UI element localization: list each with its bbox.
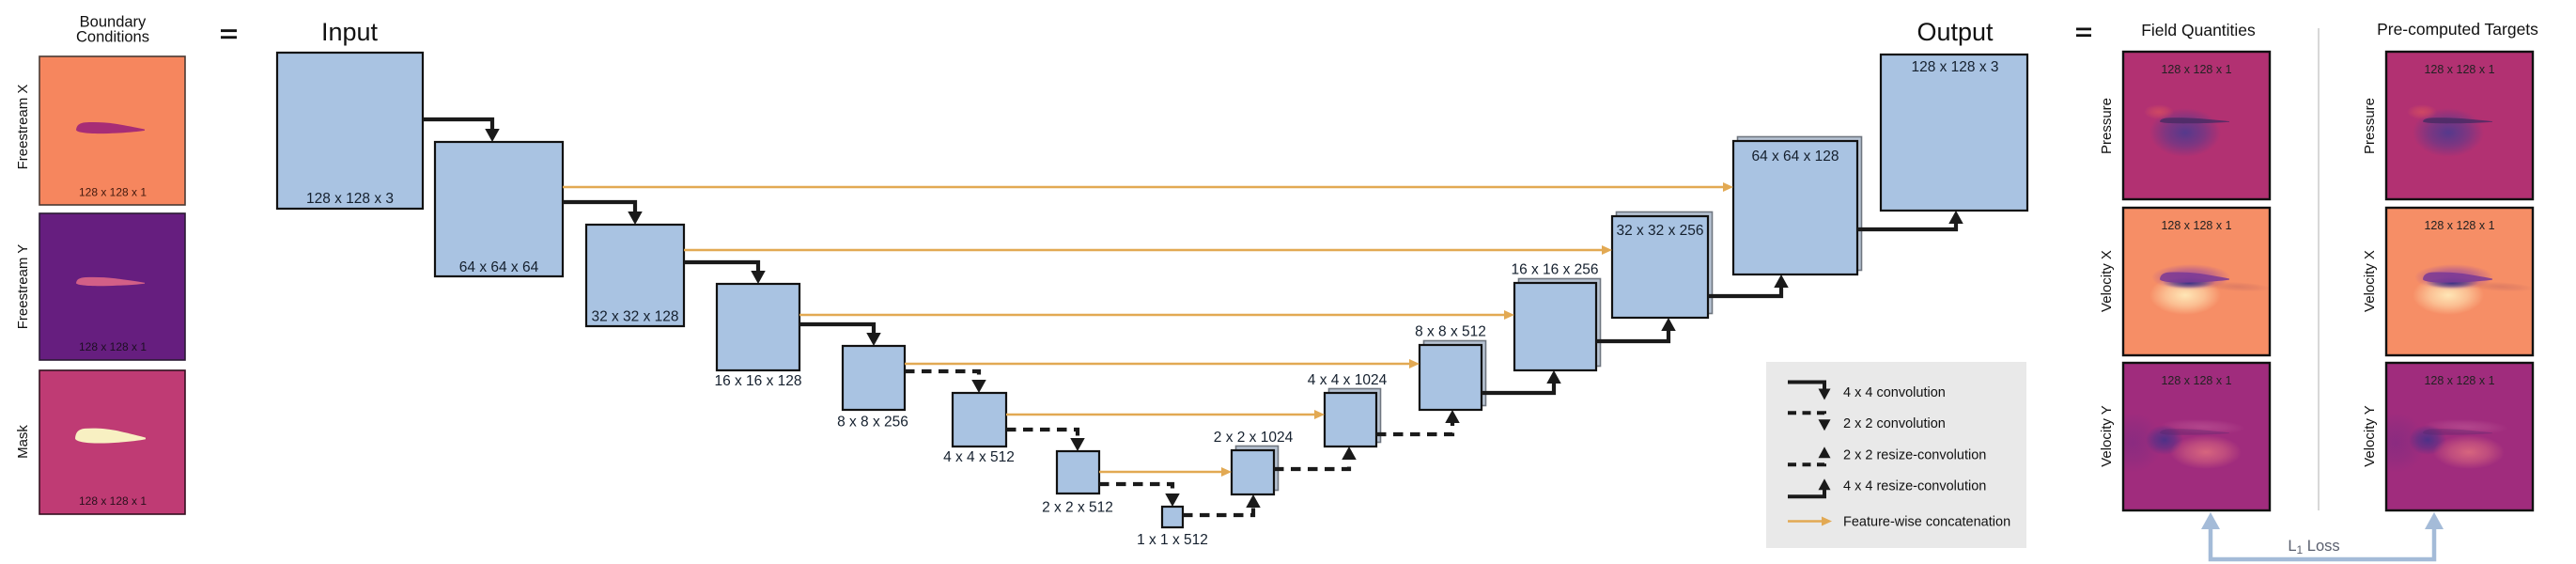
svg-text:4 x 4 x 512: 4 x 4 x 512 bbox=[943, 449, 1015, 465]
svg-text:128 x 128 x 1: 128 x 128 x 1 bbox=[2424, 63, 2494, 76]
svg-text:Pressure: Pressure bbox=[2099, 98, 2115, 154]
svg-text:Output: Output bbox=[1916, 18, 1994, 46]
svg-text:Pre-computed Targets: Pre-computed Targets bbox=[2377, 20, 2538, 39]
svg-text:128 x 128 x 1: 128 x 128 x 1 bbox=[79, 186, 147, 199]
svg-text:4 x 4 resize-convolution: 4 x 4 resize-convolution bbox=[1843, 479, 1986, 494]
svg-text:32 x 32 x 256: 32 x 32 x 256 bbox=[1616, 223, 1703, 239]
svg-text:Velocity X: Velocity X bbox=[2099, 250, 2115, 312]
svg-text:2 x 2 resize-convolution: 2 x 2 resize-convolution bbox=[1843, 448, 1986, 463]
svg-text:16 x 16 x 128: 16 x 16 x 128 bbox=[714, 373, 801, 389]
svg-text:2 x 2 x 1024: 2 x 2 x 1024 bbox=[1214, 430, 1294, 446]
svg-text:Velocity Y: Velocity Y bbox=[2099, 405, 2115, 467]
svg-text:1 x 1 x 512: 1 x 1 x 512 bbox=[1137, 532, 1208, 548]
svg-text:128 x 128 x 1: 128 x 128 x 1 bbox=[2161, 219, 2231, 232]
svg-text:32 x 32 x 128: 32 x 32 x 128 bbox=[591, 309, 678, 325]
svg-text:128 x 128 x 1: 128 x 128 x 1 bbox=[2161, 374, 2231, 387]
svg-text:2 x 2 convolution: 2 x 2 convolution bbox=[1843, 416, 1946, 431]
svg-text:128 x 128 x 3: 128 x 128 x 3 bbox=[306, 191, 394, 207]
svg-text:128 x 128 x 1: 128 x 128 x 1 bbox=[79, 340, 147, 353]
svg-text:Velocity Y: Velocity Y bbox=[2362, 405, 2378, 467]
svg-text:128 x 128 x 3: 128 x 128 x 3 bbox=[1911, 59, 1998, 75]
svg-text:4 x 4 convolution: 4 x 4 convolution bbox=[1843, 385, 1946, 400]
svg-text:128 x 128 x 1: 128 x 128 x 1 bbox=[2424, 374, 2494, 387]
svg-text:64 x 64 x 128: 64 x 64 x 128 bbox=[1751, 149, 1839, 164]
svg-text:L1 Loss: L1 Loss bbox=[2288, 538, 2339, 556]
svg-text:128 x 128 x 1: 128 x 128 x 1 bbox=[2161, 63, 2231, 76]
svg-text:2 x 2 x 512: 2 x 2 x 512 bbox=[1042, 500, 1113, 516]
svg-text:Velocity X: Velocity X bbox=[2362, 250, 2378, 312]
svg-text:Field Quantities: Field Quantities bbox=[2141, 21, 2256, 39]
svg-text:Feature-wise concatenation: Feature-wise concatenation bbox=[1843, 515, 2010, 530]
svg-text:16 x 16 x 256: 16 x 16 x 256 bbox=[1511, 262, 1598, 278]
svg-text:Pressure: Pressure bbox=[2362, 98, 2378, 154]
svg-text:64 x 64 x 64: 64 x 64 x 64 bbox=[459, 259, 539, 275]
svg-text:128 x 128 x 1: 128 x 128 x 1 bbox=[79, 494, 147, 508]
svg-text:Mask: Mask bbox=[15, 425, 31, 459]
svg-text:Freestream X: Freestream X bbox=[15, 85, 31, 170]
svg-text:Boundary: Boundary bbox=[80, 14, 147, 31]
svg-text:4 x 4 x 1024: 4 x 4 x 1024 bbox=[1308, 372, 1388, 388]
svg-text:8 x 8 x 256: 8 x 8 x 256 bbox=[837, 415, 908, 431]
svg-text:128 x 128 x 1: 128 x 128 x 1 bbox=[2424, 219, 2494, 232]
svg-text:Conditions: Conditions bbox=[76, 29, 149, 46]
svg-text:8 x 8 x 512: 8 x 8 x 512 bbox=[1415, 324, 1486, 340]
svg-text:Input: Input bbox=[321, 18, 379, 46]
svg-text:Freestream Y: Freestream Y bbox=[15, 244, 31, 330]
